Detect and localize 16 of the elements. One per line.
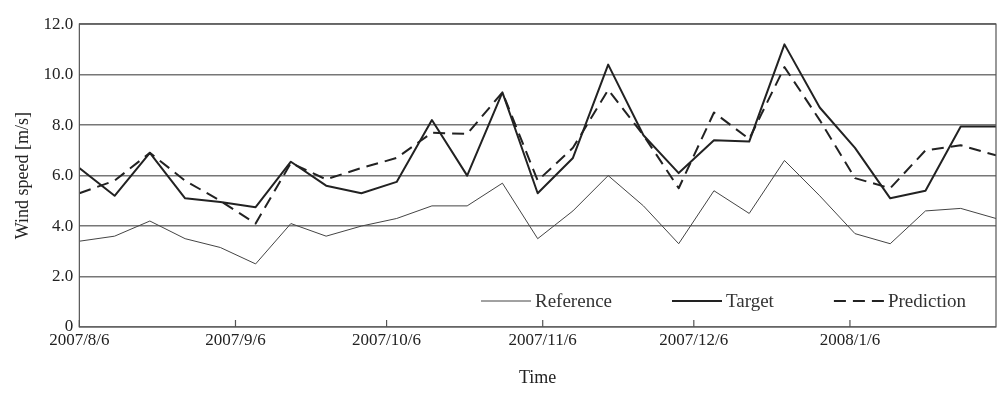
x-tick-label: 2007/11/6	[508, 329, 577, 349]
y-tick-label: 2.0	[52, 266, 74, 285]
x-tick-label: 2007/9/6	[205, 329, 266, 349]
y-tick-label: 8.0	[52, 114, 74, 134]
x-tick-label: 2007/10/6	[352, 329, 422, 349]
y-tick-label: 4.0	[52, 215, 74, 235]
y-tick-label: 10.0	[43, 64, 74, 84]
legend-label: Prediction	[887, 289, 967, 311]
y-axis-title: Wind speed [m/s]	[11, 111, 32, 240]
legend-label: Reference	[535, 289, 612, 311]
y-tick-label: 6.0	[52, 165, 74, 185]
x-tick-label: 2008/1/6	[819, 329, 881, 349]
x-tick-label: 2007/12/6	[659, 329, 729, 349]
x-axis-title: Time	[519, 366, 557, 387]
legend-label: Target	[726, 289, 775, 311]
y-tick-label: 12.0	[43, 13, 74, 33]
